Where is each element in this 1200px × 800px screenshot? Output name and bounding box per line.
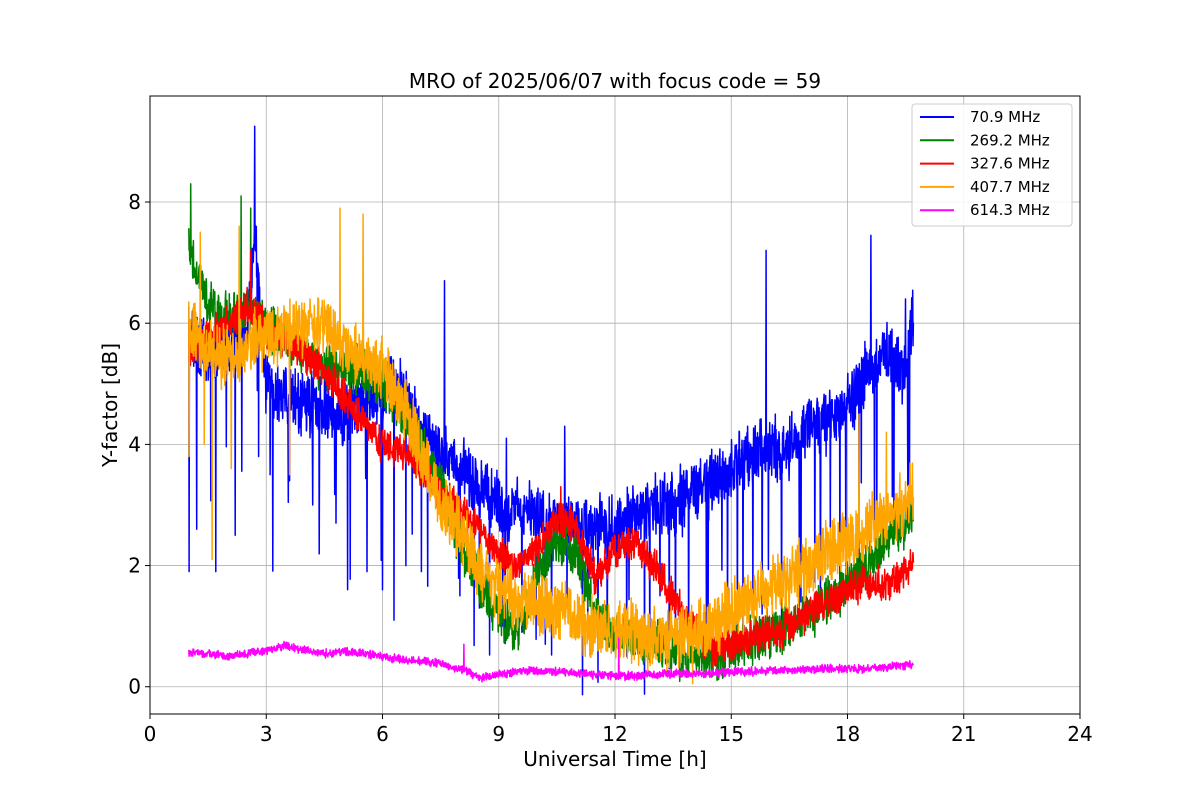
- x-tick-label: 3: [260, 722, 273, 746]
- x-tick-label: 24: [1067, 722, 1092, 746]
- x-tick-label: 12: [602, 722, 627, 746]
- y-axis: 0 2 4 6 8: [128, 190, 150, 699]
- series-line-3: [188, 207, 915, 685]
- legend-label: 327.6 MHz: [970, 155, 1050, 173]
- x-tick-label: 18: [835, 722, 860, 746]
- x-axis-title: Universal Time [h]: [523, 747, 706, 771]
- legend-label: 70.9 MHz: [970, 108, 1040, 126]
- y-tick-label: 0: [128, 675, 141, 699]
- x-tick-label: 9: [492, 722, 505, 746]
- y-tick-label: 4: [128, 432, 141, 456]
- y-tick-label: 6: [128, 311, 141, 335]
- legend-label: 269.2 MHz: [970, 131, 1050, 149]
- x-tick-label: 0: [144, 722, 157, 746]
- x-tick-label: 21: [951, 722, 976, 746]
- x-axis: 0 3 6 9 12 15 18 21 24: [144, 714, 1093, 746]
- series-line-4: [188, 637, 915, 683]
- legend-box: [911, 103, 1073, 227]
- chart-title: MRO of 2025/06/07 with focus code = 59: [409, 69, 821, 93]
- legend-label: 407.7 MHz: [970, 178, 1050, 196]
- x-tick-label: 15: [719, 722, 744, 746]
- y-axis-title: Y-factor [dB]: [98, 343, 122, 468]
- y-tick-label: 8: [128, 190, 141, 214]
- legend: 70.9 MHz 269.2 MHz 327.6 MHz 407.7 MHz 614.3…: [911, 103, 1073, 227]
- y-tick-label: 2: [128, 554, 141, 578]
- series-line-2: [188, 249, 915, 669]
- x-tick-label: 6: [376, 722, 389, 746]
- legend-label: 614.3 MHz: [970, 201, 1050, 219]
- series-layer: [188, 125, 915, 696]
